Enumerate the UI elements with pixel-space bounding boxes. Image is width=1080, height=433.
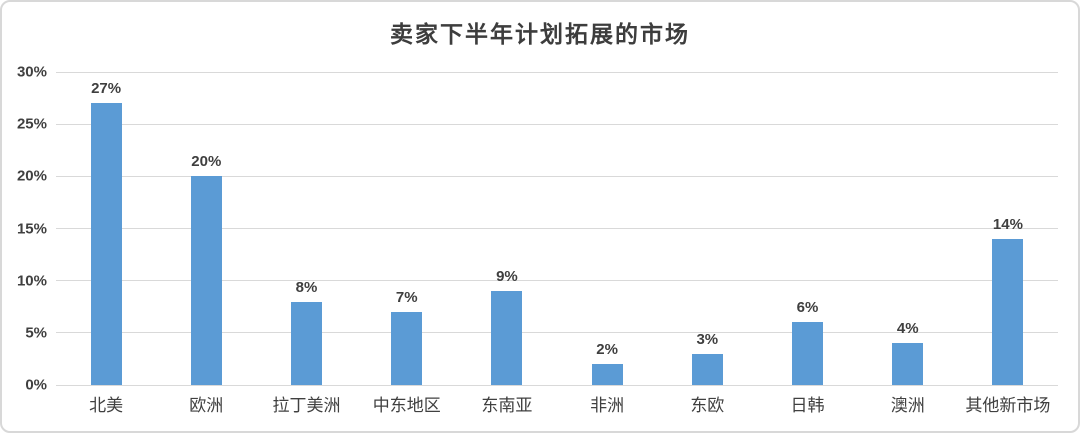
bars-row: 27% 20% 8% 7% 9% 2% 3% 6% 4% 14% bbox=[56, 72, 1058, 385]
bar bbox=[291, 301, 322, 385]
bar-value-label: 6% bbox=[796, 299, 819, 317]
bar-column: 3% bbox=[657, 72, 757, 385]
bar-value-label: 9% bbox=[496, 268, 518, 286]
gridline bbox=[56, 228, 1058, 229]
bar-column: 4% bbox=[858, 72, 958, 385]
bar-value-label: 2% bbox=[596, 341, 618, 359]
chart-body: 0% 5% 10% 15% 20% 25% 30% 27% 20% 8% 7% 9% 2% 3% 6% 4%… bbox=[2, 65, 1078, 393]
bar bbox=[90, 103, 122, 385]
bar-column: 14% bbox=[958, 72, 1058, 385]
bar-value-label: 20% bbox=[191, 153, 222, 171]
gridline bbox=[56, 332, 1058, 334]
x-tick-label: 澳洲 bbox=[890, 396, 925, 415]
bar bbox=[491, 291, 523, 385]
bar-column: 20% bbox=[156, 72, 256, 385]
x-tick-label: 非洲 bbox=[590, 396, 625, 415]
gridline bbox=[56, 175, 1058, 177]
bar-column: 7% bbox=[357, 72, 457, 385]
gridline bbox=[56, 280, 1058, 282]
y-tick-label: 20% bbox=[16, 167, 47, 185]
bar-value-label: 4% bbox=[896, 320, 919, 338]
gridlines bbox=[56, 71, 1058, 386]
gridline bbox=[56, 384, 1058, 386]
x-tick-label: 欧洲 bbox=[189, 396, 224, 415]
y-axis: 0% 5% 10% 15% 20% 25% 30% bbox=[2, 65, 56, 393]
bar bbox=[792, 322, 824, 385]
bar-column: 9% bbox=[457, 72, 557, 385]
title-row: 卖家下半年计划拓展的市场 bbox=[2, 2, 1078, 72]
plot-area: 27% 20% 8% 7% 9% 2% 3% 6% 4% 14% bbox=[56, 71, 1058, 386]
bar bbox=[691, 353, 723, 385]
bar bbox=[391, 311, 423, 385]
y-tick-label: 15% bbox=[16, 220, 47, 237]
bar-column: 2% bbox=[557, 72, 657, 385]
x-tick-label: 其他新市场 bbox=[965, 396, 1051, 415]
x-tick-label: 日韩 bbox=[790, 396, 825, 415]
bar-column: 27% bbox=[56, 72, 156, 385]
bar-value-label: 27% bbox=[91, 80, 122, 98]
x-tick-label: 拉丁美洲 bbox=[272, 396, 341, 415]
bar-column: 6% bbox=[757, 72, 857, 385]
x-tick-label: 东南亚 bbox=[481, 396, 533, 415]
bar bbox=[892, 343, 924, 385]
bar bbox=[190, 176, 222, 385]
gridline bbox=[56, 123, 1058, 125]
y-tick-label: 10% bbox=[16, 272, 47, 290]
bar-value-label: 8% bbox=[295, 278, 318, 296]
bar-value-label: 3% bbox=[696, 330, 719, 348]
x-tick-label: 北美 bbox=[89, 396, 124, 415]
bar-value-label: 7% bbox=[395, 288, 418, 306]
chart-title: 卖家下半年计划拓展的市场 bbox=[390, 22, 690, 47]
gridline bbox=[56, 71, 1058, 73]
bar bbox=[591, 364, 623, 385]
y-tick-label: 0% bbox=[25, 376, 47, 394]
x-tick-label: 中东地区 bbox=[372, 396, 441, 415]
y-tick-label: 25% bbox=[16, 115, 47, 133]
y-tick-label: 5% bbox=[25, 324, 47, 342]
x-axis: 北美 欧洲 拉丁美洲 中东地区 东南亚 非洲 东欧 日韩 澳洲 其他新市场 bbox=[56, 385, 1058, 431]
bar-column: 8% bbox=[256, 72, 356, 385]
bar-value-label: 14% bbox=[992, 215, 1023, 233]
x-tick-label: 东欧 bbox=[690, 396, 725, 415]
bar bbox=[992, 238, 1024, 385]
y-tick-label: 30% bbox=[16, 63, 47, 81]
